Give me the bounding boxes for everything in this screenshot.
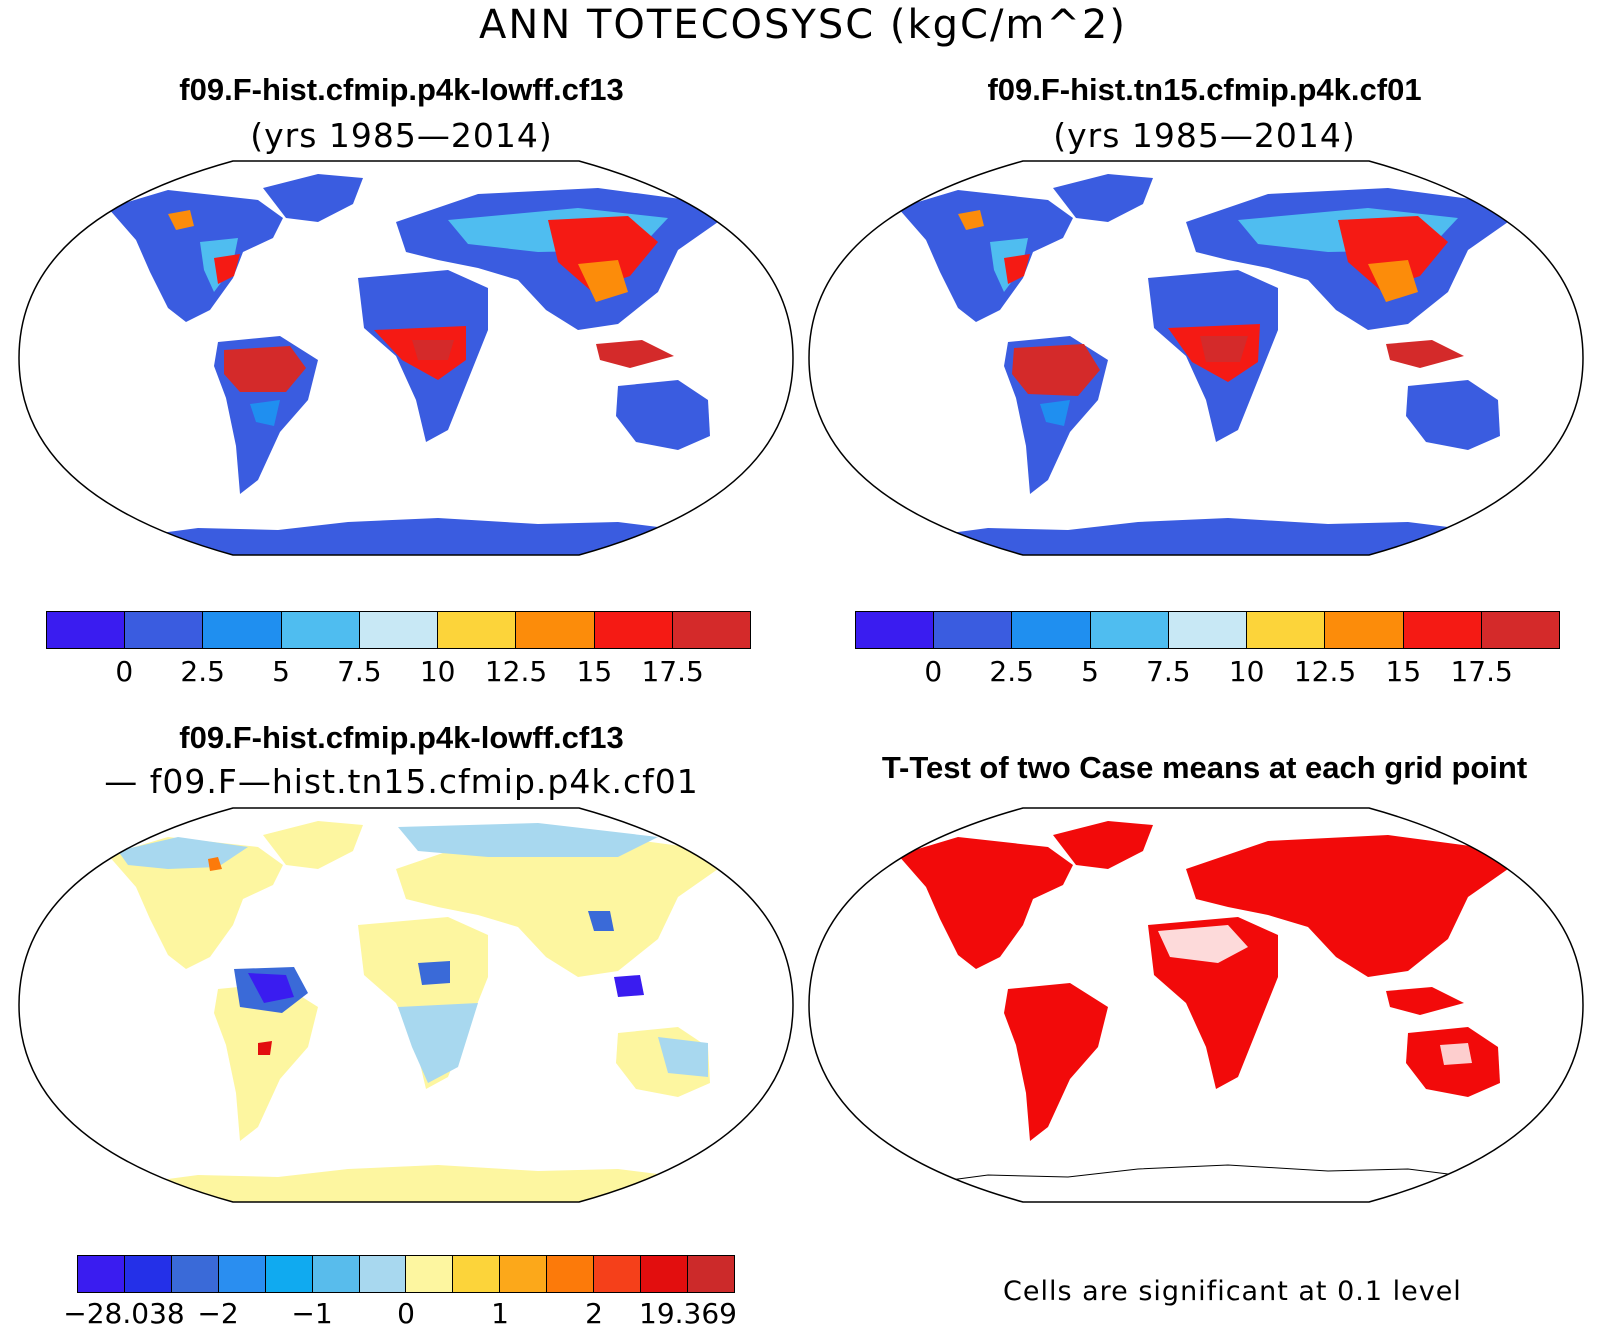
colorbar-tick-label: −28.038 [63, 1297, 185, 1330]
land-greenland [263, 821, 363, 869]
colorbar-swatch [78, 1256, 125, 1292]
land-south-america [214, 983, 318, 1141]
map-case1 [18, 160, 794, 556]
significance-note: Cells are significant at 0.1 level [1003, 1276, 1462, 1307]
land-north-america [108, 190, 283, 322]
colorbar-swatch [359, 612, 439, 648]
colorbar-tick-label: 5 [1081, 655, 1099, 688]
colorbar-swatch [1403, 612, 1482, 648]
land-maritime-se-asia [596, 340, 674, 368]
panel-bl-title: f09.F-hist.cfmip.p4k-lowff.cf13 [179, 720, 624, 755]
colorbar-swatch [934, 612, 1013, 648]
colorbar-swatch [1325, 612, 1404, 648]
land-antarctica [118, 518, 738, 555]
land-maritime-se-asia [1386, 987, 1464, 1015]
colorbar-swatch [1247, 612, 1326, 648]
figure-title: ANN TOTECOSYSC (kgC/m^2) [479, 2, 1127, 48]
colorbar-tick-label: 2.5 [180, 655, 225, 688]
land-australia [616, 380, 710, 450]
colorbar-tick-label: 7.5 [337, 655, 382, 688]
colorbar-swatch [594, 1256, 642, 1292]
colorbar-tick-label: 19.369 [639, 1297, 737, 1330]
colorbar-case2-labels: 0 2.5 5 7.5 10 12.5 15 17.5 [855, 655, 1560, 689]
land-north-america [898, 190, 1073, 322]
colorbar-difference-labels: −28.038 −2 −1 0 1 2 19.369 [63, 1297, 737, 1331]
colorbar-swatch [312, 1256, 360, 1292]
colorbar-tick-label: 5 [272, 655, 290, 688]
colorbar-swatch [218, 1256, 266, 1292]
colorbar-swatch [265, 1256, 313, 1292]
land-maritime-se-asia [1386, 340, 1464, 368]
colorbar-swatch [856, 612, 935, 648]
colorbar-tick-label: 1 [491, 1297, 509, 1330]
colorbar-swatch [1481, 612, 1559, 648]
colorbar-tick-label: 12.5 [1293, 655, 1357, 688]
colorbar-swatch [281, 612, 360, 648]
colorbar-tick-label: 10 [1228, 655, 1265, 688]
colorbar-swatch [406, 1256, 454, 1292]
land-maritime-se-asia [614, 975, 644, 997]
colorbar-case1 [46, 611, 751, 649]
land-antarctica [908, 518, 1528, 555]
colorbar-swatch [672, 612, 750, 648]
panel-tr-title: f09.F-hist.tn15.cfmip.p4k.cf01 [987, 72, 1422, 107]
panel-tr-subtitle: (yrs 1985—2014) [1053, 116, 1356, 155]
colorbar-swatch [124, 1256, 172, 1292]
colorbar-tick-label: 0 [924, 655, 943, 688]
land-eurasia [1186, 835, 1508, 977]
colorbar-swatch [547, 1256, 595, 1292]
colorbar-swatch [453, 1256, 501, 1292]
land-australia [1406, 380, 1500, 450]
colorbar-tick-label: 10 [419, 655, 456, 688]
panel-tl-subtitle: (yrs 1985—2014) [250, 116, 553, 155]
land-eurasia [396, 835, 718, 977]
colorbar-swatch [1012, 612, 1091, 648]
colorbar-swatch [1090, 612, 1169, 648]
colorbar-swatch [438, 612, 517, 648]
colorbar-tick-label: −2 [197, 1297, 239, 1330]
colorbar-difference [77, 1255, 735, 1293]
colorbar-tick-label: 15 [576, 655, 613, 688]
colorbar-tick-label: −1 [291, 1297, 333, 1330]
colorbar-swatch [203, 612, 282, 648]
colorbar-tick-label: 7.5 [1146, 655, 1191, 688]
colorbar-tick-label: 0 [397, 1297, 415, 1330]
land-greenland [263, 174, 363, 222]
panel-bl-subtitle: — f09.F—hist.tn15.cfmip.p4k.cf01 [104, 762, 699, 801]
map-difference [18, 807, 794, 1203]
colorbar-tick-label: 2.5 [989, 655, 1034, 688]
colorbar-swatch [687, 1256, 734, 1292]
land-antarctica [906, 1164, 1529, 1202]
map-ttest [808, 807, 1584, 1203]
land-north-america [898, 837, 1073, 969]
colorbar-swatch [641, 1256, 688, 1292]
land-south-america [1004, 983, 1108, 1141]
colorbar-swatch [47, 612, 126, 648]
land-africa [1148, 917, 1278, 1089]
panel-tl-title: f09.F-hist.cfmip.p4k-lowff.cf13 [179, 72, 624, 107]
colorbar-tick-label: 12.5 [484, 655, 548, 688]
colorbar-swatch [1168, 612, 1248, 648]
colorbar-swatch [359, 1256, 407, 1292]
colorbar-swatch [594, 612, 673, 648]
land-greenland [1053, 174, 1153, 222]
colorbar-tick-label: 17.5 [641, 655, 704, 688]
colorbar-tick-label: 15 [1385, 655, 1422, 688]
land-north-america [108, 837, 283, 969]
panel-br-title: T-Test of two Case means at each grid po… [881, 750, 1528, 785]
land-antarctica [118, 1165, 738, 1202]
colorbar-case2 [855, 611, 1560, 649]
map-case2 [808, 160, 1584, 556]
colorbar-case1-labels: 0 2.5 5 7.5 10 12.5 15 17.5 [46, 655, 751, 689]
colorbar-tick-label: 2 [585, 1297, 603, 1330]
colorbar-tick-label: 0 [115, 655, 134, 688]
land-greenland [1053, 821, 1153, 869]
colorbar-tick-label: 17.5 [1450, 655, 1513, 688]
colorbar-swatch [171, 1256, 219, 1292]
colorbar-swatch [125, 612, 204, 648]
colorbar-swatch [500, 1256, 548, 1292]
colorbar-swatch [516, 612, 595, 648]
